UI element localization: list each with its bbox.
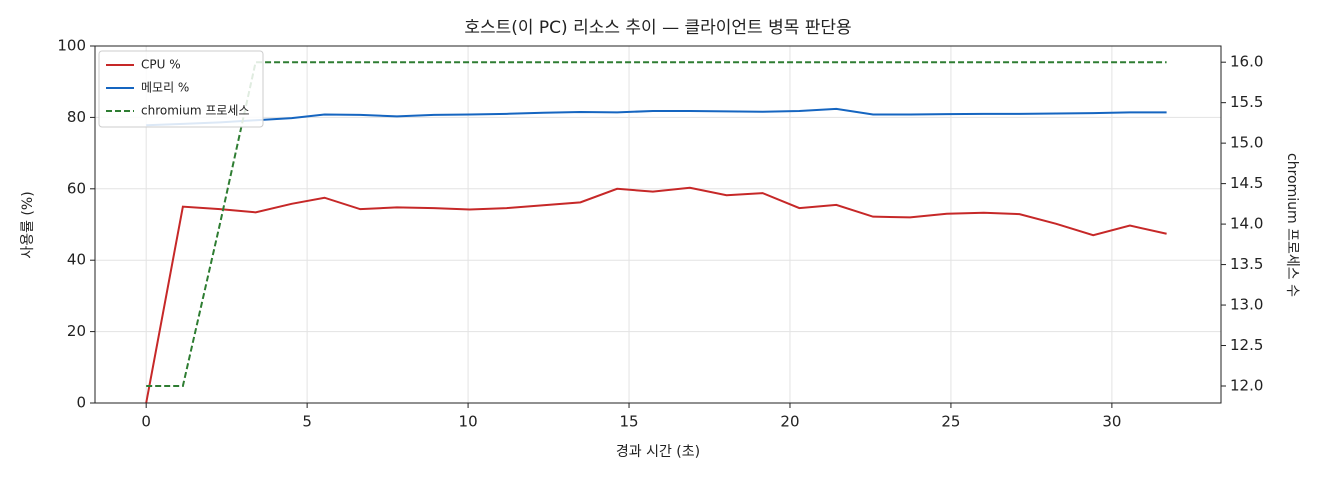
series-line	[145, 186, 1167, 404]
y-tick-label: 0	[76, 394, 86, 412]
series-line	[146, 107, 1167, 127]
x-tick-label: 25	[941, 413, 960, 431]
y-tick-label: 80	[67, 108, 86, 126]
x-tick-label: 0	[141, 413, 151, 431]
y2-tick-label: 15.5	[1230, 93, 1263, 111]
y2-axis-label: chromium 프로세스 수	[1284, 153, 1300, 297]
x-tick-label: 5	[302, 413, 312, 431]
legend-box	[98, 50, 264, 128]
y-axis-label: 사용률 (%)	[20, 191, 36, 258]
x-axis-label: 경과 시간 (초)	[616, 444, 700, 460]
legend-label: chromium 프로세스	[141, 104, 250, 118]
y2-tick-label: 14.5	[1230, 174, 1263, 192]
y-tick-label: 40	[67, 251, 86, 269]
y2-tick-label: 13.0	[1230, 296, 1263, 314]
y2-tick-label: 12.5	[1230, 336, 1263, 354]
y2-tick-label: 13.5	[1230, 255, 1263, 273]
y-tick-label: 60	[67, 179, 86, 197]
x-tick-label: 15	[619, 413, 638, 431]
series-line	[146, 61, 1167, 387]
y2-tick-label: 12.0	[1230, 377, 1263, 395]
legend-label: CPU %	[141, 58, 181, 72]
y-tick-label: 20	[67, 322, 86, 340]
x-tick-label: 30	[1102, 413, 1121, 431]
y2-tick-label: 14.0	[1230, 215, 1263, 233]
y-tick-label: 100	[57, 37, 86, 55]
chart-title: 호스트(이 PC) 리소스 추이 — 클라이언트 병목 판단용	[464, 18, 851, 38]
legend-label: 메모리 %	[141, 81, 189, 95]
x-tick-label: 10	[459, 413, 478, 431]
y2-tick-label: 15.0	[1230, 134, 1263, 152]
y2-tick-label: 16.0	[1230, 53, 1263, 71]
x-tick-label: 20	[780, 413, 799, 431]
plot-frame	[94, 45, 1222, 404]
